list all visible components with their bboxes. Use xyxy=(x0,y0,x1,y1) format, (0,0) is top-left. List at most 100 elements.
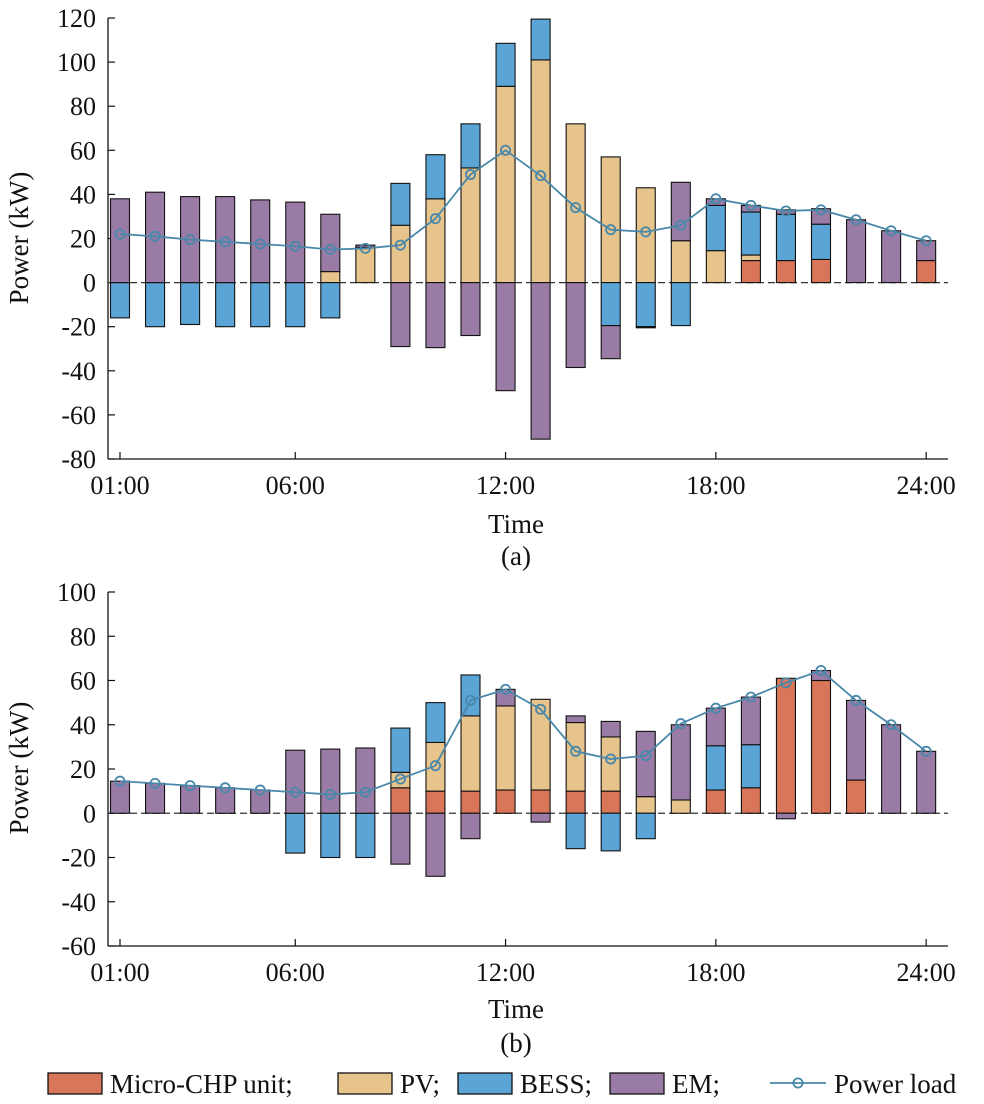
bar-em-h19 xyxy=(740,696,761,746)
bar-em-h16 xyxy=(635,730,656,798)
power-load-point-h24 xyxy=(920,745,932,757)
bar-bess-h1 xyxy=(109,282,131,319)
bar-em-h24 xyxy=(916,750,937,814)
x-tick-label: 12:00 xyxy=(476,471,535,500)
x-axis-label: Time xyxy=(488,509,544,539)
y-axis-label: Power (kW) xyxy=(4,172,34,305)
power-load-point-h9 xyxy=(394,773,406,785)
power-load-point-h17 xyxy=(675,219,687,231)
bar-pv-h19 xyxy=(740,254,761,262)
bar-em-h18 xyxy=(705,707,726,747)
bar-em-h4 xyxy=(215,196,236,284)
bar-em-h13 xyxy=(530,282,551,440)
power-load-point-h18 xyxy=(710,193,722,205)
bar-pv-h12 xyxy=(495,85,516,284)
bar-em-h9 xyxy=(390,282,411,348)
bar-bess-h10 xyxy=(425,702,446,744)
bar-bess-h17 xyxy=(670,282,691,327)
y-tick-label: 100 xyxy=(57,578,96,607)
chart-panel-a: -80 -60 -40 -20 0 20 40 60 80 100 120 01:00 06:00 12… xyxy=(4,4,956,571)
y-tick-label: -60 xyxy=(61,932,96,961)
y-tick-label: 0 xyxy=(83,799,96,828)
power-load-line xyxy=(114,144,932,256)
power-load-point-h9 xyxy=(394,239,406,251)
bar-bess-h21 xyxy=(810,223,832,260)
bar-em-h10 xyxy=(425,812,446,877)
legend-label-bess: BESS; xyxy=(520,1069,592,1099)
power-load-point-h20 xyxy=(780,677,792,689)
x-tick-label: 01:00 xyxy=(90,471,149,500)
bar-pv-h12 xyxy=(495,705,516,791)
bar-em-h7 xyxy=(320,213,341,273)
bar-em-h16 xyxy=(635,326,656,329)
bar-bess-h14 xyxy=(565,812,586,850)
bar-em-h8 xyxy=(355,747,376,814)
y-ticks: -80 -60 -40 -20 0 20 40 60 80 100 120 xyxy=(57,4,115,474)
bar-bess-h5 xyxy=(250,282,271,328)
bar-em-h15 xyxy=(600,325,621,360)
power-load-point-h4 xyxy=(219,236,231,248)
x-tick-label: 01:00 xyxy=(90,958,149,987)
bar-bess-h19 xyxy=(740,744,761,789)
power-load-point-h1 xyxy=(114,775,126,787)
y-tick-label: -20 xyxy=(61,844,96,873)
legend-swatch-micro-chp xyxy=(47,1072,103,1095)
bar-micro-chp-unit-h14 xyxy=(565,790,586,814)
bar-pv-h9 xyxy=(390,224,411,284)
power-load-point-h11 xyxy=(464,169,476,181)
y-tick-label: 60 xyxy=(70,667,96,696)
bar-em-h11 xyxy=(460,812,481,840)
bar-pv-h14 xyxy=(565,721,586,792)
y-tick-label: -80 xyxy=(61,445,96,474)
y-tick-label: -60 xyxy=(61,401,96,430)
legend-swatch-pv xyxy=(337,1072,393,1095)
x-ticks: 01:00 06:00 12:00 18:00 24:00 xyxy=(90,939,956,987)
power-load-point-h10 xyxy=(429,213,441,225)
bar-micro-chp-unit-h20 xyxy=(775,677,797,814)
bar-pv-h18 xyxy=(705,250,726,284)
y-tick-label: -40 xyxy=(61,357,96,386)
y-tick-label: 120 xyxy=(57,4,96,33)
power-load-point-h20 xyxy=(780,205,792,217)
bar-em-h15 xyxy=(600,720,621,738)
bar-pv-h13 xyxy=(530,698,551,791)
bar-bess-h7 xyxy=(320,812,341,859)
bar-em-h17 xyxy=(670,181,691,242)
power-load-point-h15 xyxy=(605,753,617,765)
power-load-line xyxy=(114,665,932,800)
bar-bess-h4 xyxy=(215,282,236,328)
panel-caption: (b) xyxy=(500,1028,531,1058)
bar-bess-h2 xyxy=(145,282,166,328)
chart-panel-b: -60 -40 -20 0 20 40 60 80 100 01:00 06:00 12:00 18:… xyxy=(4,578,956,1058)
bar-micro-chp-unit-h19 xyxy=(740,259,761,284)
power-load-point-h2 xyxy=(149,230,161,242)
x-tick-label: 18:00 xyxy=(686,471,745,500)
power-load-point-h16 xyxy=(640,226,652,238)
y-tick-label: 40 xyxy=(70,180,96,209)
bar-em-h9 xyxy=(390,812,411,865)
x-tick-label: 24:00 xyxy=(897,471,956,500)
x-tick-label: 12:00 xyxy=(476,958,535,987)
bar-pv-h17 xyxy=(670,799,691,814)
x-tick-label: 18:00 xyxy=(686,958,745,987)
bar-em-h23 xyxy=(881,724,902,814)
legend-label-em: EM; xyxy=(672,1069,720,1099)
x-ticks: 01:00 06:00 12:00 18:00 24:00 xyxy=(90,452,956,500)
legend-swatch-bess xyxy=(457,1072,513,1095)
power-load-point-h24 xyxy=(920,235,932,247)
bar-micro-chp-unit-h20 xyxy=(775,259,797,284)
y-tick-label: 100 xyxy=(57,48,96,77)
bar-bess-h7 xyxy=(320,282,341,319)
power-load-point-h2 xyxy=(149,777,161,789)
bar-em-h20 xyxy=(775,209,797,215)
x-tick-label: 24:00 xyxy=(897,958,956,987)
y-tick-label: 0 xyxy=(83,269,96,298)
power-load-point-h15 xyxy=(605,224,617,236)
bar-bess-h10 xyxy=(425,154,446,200)
bar-em-h8 xyxy=(355,244,376,248)
power-load-point-h16 xyxy=(640,750,652,762)
legend-label-power-load: Power load xyxy=(834,1069,957,1099)
bar-micro-chp-unit-h13 xyxy=(530,789,551,814)
bar-pv-h7 xyxy=(320,271,341,284)
bar-bess-h6 xyxy=(285,282,306,328)
